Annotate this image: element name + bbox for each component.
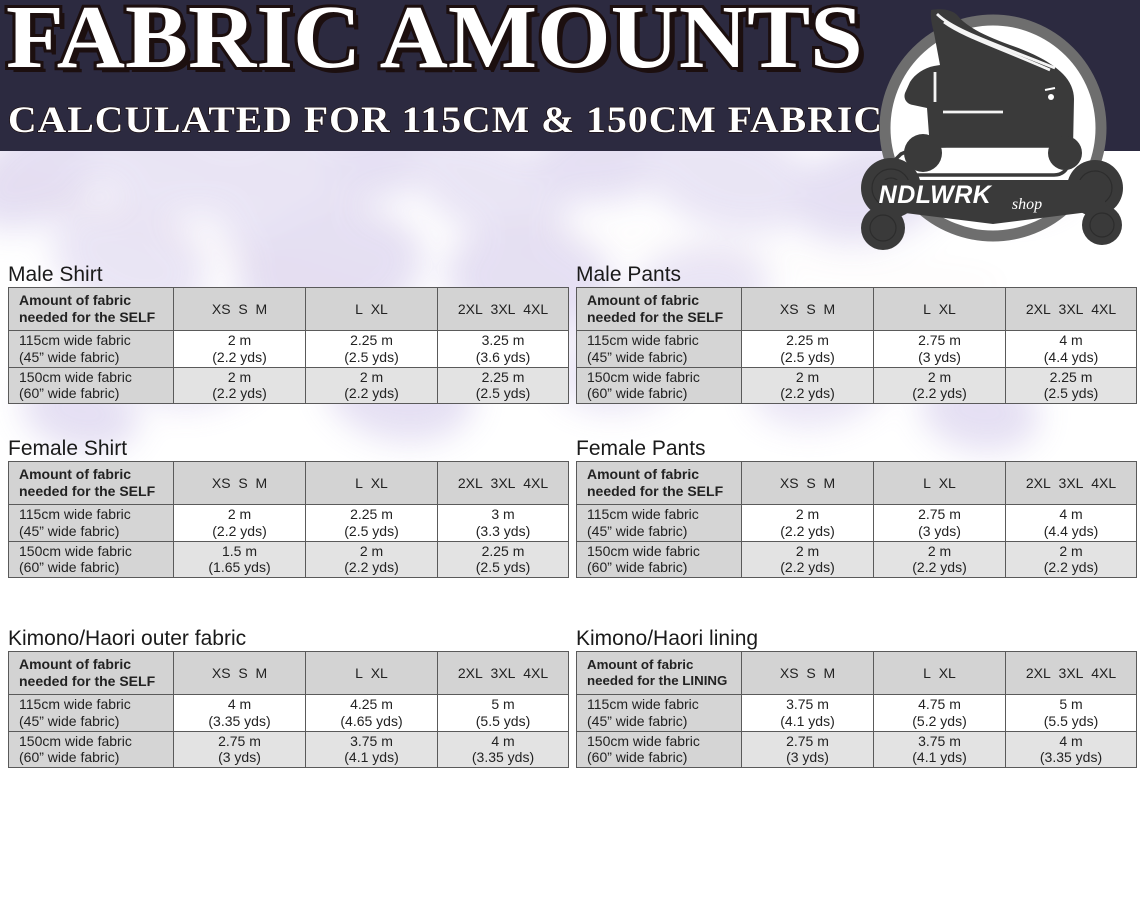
svg-text:NDLWRK: NDLWRK — [879, 181, 993, 209]
svg-text:shop: shop — [1012, 196, 1042, 213]
